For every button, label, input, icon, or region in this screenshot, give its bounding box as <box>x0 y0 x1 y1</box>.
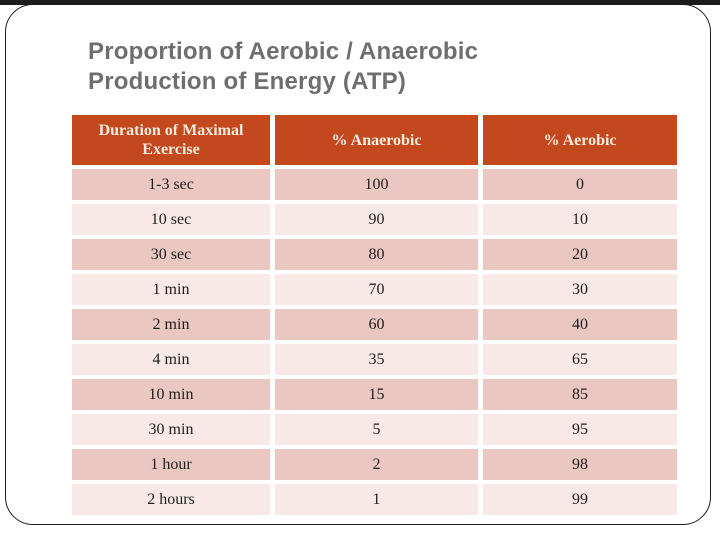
table-cell: 10 sec <box>72 204 270 235</box>
top-edge-bar <box>0 0 720 5</box>
table-cell: 30 <box>483 274 677 305</box>
table-cell: 35 <box>275 344 478 375</box>
slide-title-line1: Proportion of Aerobic / Anaerobic <box>88 38 479 65</box>
table-cell: 30 sec <box>72 239 270 270</box>
table-header-aerobic: % Aerobic <box>483 115 677 165</box>
table-cell: 80 <box>275 239 478 270</box>
table-cell: 30 min <box>72 414 270 445</box>
table-cell: 1-3 sec <box>72 169 270 200</box>
table-cell: 2 <box>275 449 478 480</box>
table-cell: 70 <box>275 274 478 305</box>
table-cell: 0 <box>483 169 677 200</box>
table-cell: 4 min <box>72 344 270 375</box>
table-cell: 15 <box>275 379 478 410</box>
table-cell: 1 hour <box>72 449 270 480</box>
table-cell: 10 min <box>72 379 270 410</box>
table-cell: 10 <box>483 204 677 235</box>
table-cell: 40 <box>483 309 677 340</box>
slide-title-line2: Production of Energy (ATP) <box>88 68 407 95</box>
slide-title: Proportion of Aerobic / Anaerobic Produc… <box>88 37 478 97</box>
table-cell: 2 min <box>72 309 270 340</box>
table-header-anaerobic: % Anaerobic <box>275 115 478 165</box>
table-cell: 1 min <box>72 274 270 305</box>
table-cell: 65 <box>483 344 677 375</box>
table-cell: 98 <box>483 449 677 480</box>
table-cell: 90 <box>275 204 478 235</box>
table-cell: 60 <box>275 309 478 340</box>
table-header-duration: Duration of Maximal Exercise <box>72 115 270 165</box>
table-cell: 2 hours <box>72 484 270 515</box>
table-cell: 95 <box>483 414 677 445</box>
table-cell: 1 <box>275 484 478 515</box>
table-cell: 85 <box>483 379 677 410</box>
slide-frame-border <box>5 4 711 525</box>
table-cell: 5 <box>275 414 478 445</box>
table-cell: 99 <box>483 484 677 515</box>
table-cell: 100 <box>275 169 478 200</box>
table-cell: 20 <box>483 239 677 270</box>
energy-proportion-table: Duration of Maximal Exercise % Anaerobic… <box>72 115 677 515</box>
